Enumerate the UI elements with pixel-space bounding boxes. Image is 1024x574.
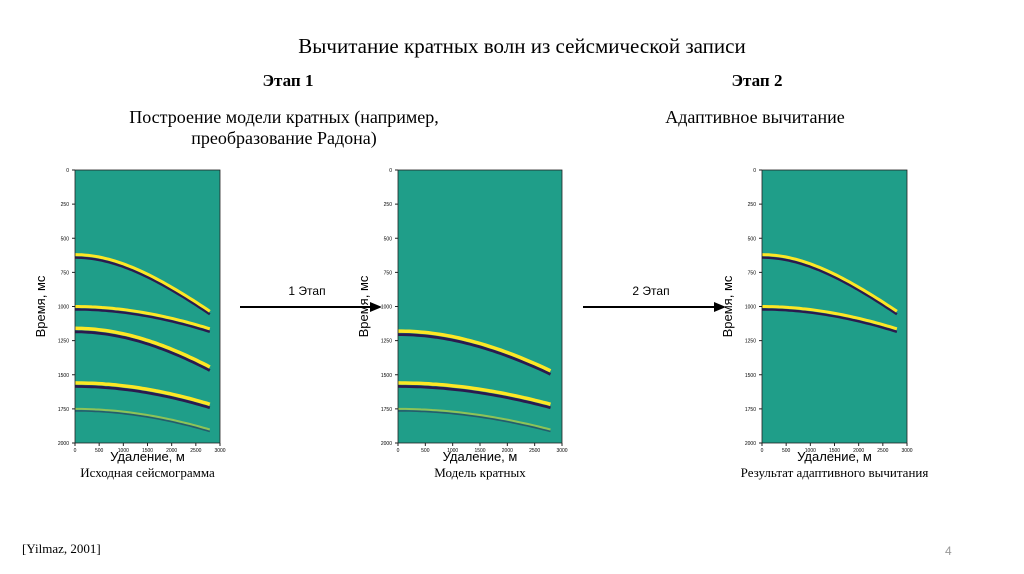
y-axis-label: Время, мс — [33, 275, 48, 337]
arrow-label: 2 Этап — [632, 284, 669, 298]
y-tick-label: 1000 — [381, 305, 392, 311]
y-tick-label: 2000 — [58, 441, 69, 447]
x-tick-label: 500 — [421, 448, 430, 454]
x-tick-label: 2500 — [877, 448, 888, 454]
x-tick-label: 2000 — [502, 448, 513, 454]
reflector — [762, 308, 898, 333]
y-tick-label: 1250 — [58, 339, 69, 345]
y-tick-label: 250 — [61, 202, 70, 208]
y-tick-label: 1250 — [745, 339, 756, 345]
y-tick-label: 1000 — [745, 305, 756, 311]
reflector — [397, 381, 551, 406]
x-tick-label: 1500 — [142, 448, 153, 454]
y-tick-label: 250 — [384, 202, 393, 208]
step-text: преобразование Радона) — [191, 128, 377, 149]
panel-caption: Модель кратных — [434, 465, 526, 480]
reflector — [74, 381, 211, 406]
x-tick-label: 2500 — [190, 448, 201, 454]
x-tick-label: 500 — [95, 448, 104, 454]
y-tick-label: 750 — [384, 270, 393, 276]
y-tick-label: 1750 — [745, 407, 756, 413]
seismogram — [398, 170, 562, 443]
x-axis-label: Удаление, м — [797, 449, 872, 464]
arrow — [240, 302, 726, 312]
reflector — [397, 385, 551, 410]
reflector — [75, 410, 211, 433]
reflector — [75, 308, 211, 333]
y-tick-label: 250 — [748, 202, 757, 208]
x-tick-label: 1500 — [829, 448, 840, 454]
x-tick-label: 2000 — [853, 448, 864, 454]
reflector — [75, 407, 211, 431]
slide-title: Вычитание кратных волн из сейсмической з… — [298, 34, 745, 58]
arrow-label: 1 Этап — [288, 284, 325, 298]
y-tick-label: 500 — [748, 236, 757, 242]
x-tick-label: 0 — [74, 448, 77, 454]
y-tick-label: 1500 — [58, 373, 69, 379]
y-tick-label: 1500 — [381, 373, 392, 379]
x-tick-label: 3000 — [214, 448, 225, 454]
x-tick-label: 1000 — [805, 448, 816, 454]
reflector — [74, 256, 211, 316]
reflector — [74, 330, 211, 372]
x-tick-label: 1500 — [474, 448, 485, 454]
y-tick-label: 2000 — [745, 441, 756, 447]
y-tick-label: 750 — [748, 270, 757, 276]
y-axis-label: Время, мс — [356, 275, 371, 337]
reflector — [398, 329, 552, 373]
x-tick-label: 3000 — [901, 448, 912, 454]
x-tick-label: 500 — [782, 448, 791, 454]
y-tick-label: 0 — [66, 168, 69, 174]
panel-caption: Исходная сейсмограмма — [80, 465, 215, 480]
y-tick-label: 750 — [61, 270, 70, 276]
reflector — [398, 333, 552, 376]
step-text: Адаптивное вычитание — [665, 107, 845, 127]
x-tick-label: 1000 — [118, 448, 129, 454]
x-tick-label: 0 — [397, 448, 400, 454]
y-tick-label: 1000 — [58, 305, 69, 311]
step-heading: Этап 1 — [263, 71, 314, 90]
y-tick-label: 1750 — [381, 407, 392, 413]
step-heading: Этап 2 — [732, 71, 783, 90]
x-axis-label: Удаление, м — [110, 449, 185, 464]
panel-caption: Результат адаптивного вычитания — [741, 465, 929, 480]
y-tick-label: 0 — [389, 168, 392, 174]
x-tick-label: 0 — [761, 448, 764, 454]
x-tick-label: 3000 — [556, 448, 567, 454]
reflector — [761, 256, 898, 316]
y-tick-label: 1500 — [745, 373, 756, 379]
reflector — [398, 407, 551, 431]
y-tick-label: 1250 — [381, 339, 392, 345]
reflector — [74, 253, 211, 313]
y-tick-label: 1750 — [58, 407, 69, 413]
step-text: Построение модели кратных (например, — [129, 107, 439, 128]
citation: [Yilmaz, 2001] — [22, 541, 101, 556]
y-tick-label: 0 — [753, 168, 756, 174]
reflector — [75, 305, 211, 331]
y-axis-label: Время, мс — [720, 275, 735, 337]
reflector — [74, 326, 211, 369]
x-axis-label: Удаление, м — [443, 449, 518, 464]
reflector — [762, 305, 898, 331]
y-tick-label: 500 — [384, 236, 393, 242]
reflector — [74, 385, 211, 410]
y-tick-label: 500 — [61, 236, 70, 242]
x-tick-label: 1000 — [447, 448, 458, 454]
y-tick-label: 2000 — [381, 441, 392, 447]
x-tick-label: 2500 — [529, 448, 540, 454]
reflector — [761, 253, 898, 313]
page-number: 4 — [945, 544, 952, 558]
reflector — [398, 410, 551, 433]
x-tick-label: 2000 — [166, 448, 177, 454]
